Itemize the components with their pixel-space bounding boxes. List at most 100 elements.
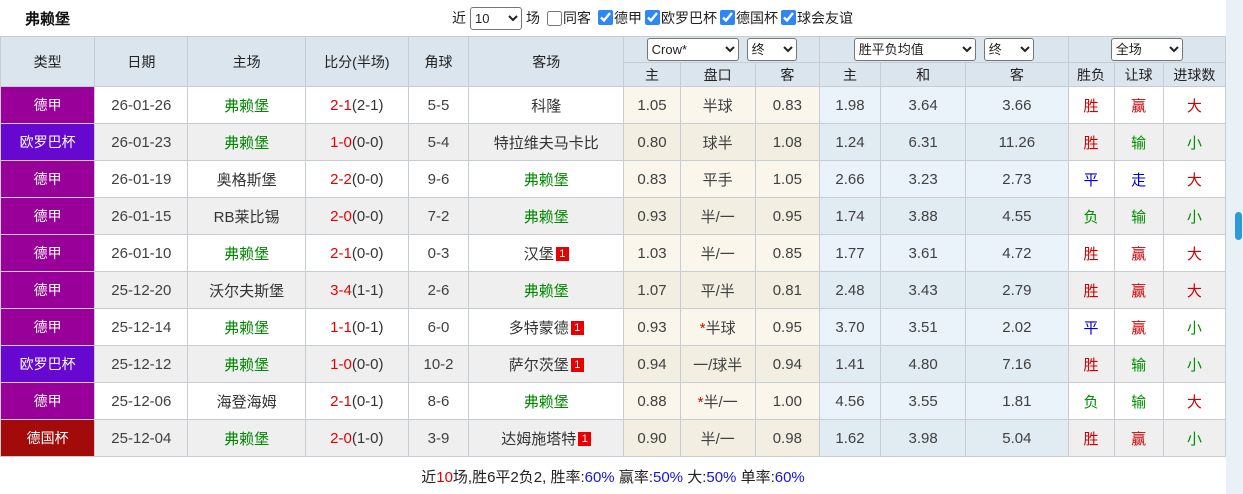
scrollbar-track[interactable]	[1226, 0, 1243, 494]
near-count-select[interactable]: 10	[470, 6, 522, 30]
away-team-link[interactable]: 弗赖堡	[523, 393, 569, 411]
table-row: 欧罗巴杯 25-12-12 弗赖堡 1-0(0-0) 10-2 萨尔茨堡 1 0.94 一/球半…	[0, 345, 1227, 383]
odds-home-cell: 1.07	[623, 271, 681, 309]
outcome-cell: 平	[1067, 160, 1115, 198]
halftime-score: (0-1)	[351, 392, 384, 410]
avg-away-cell: 3.66	[965, 86, 1069, 124]
home-team-link[interactable]: 弗赖堡	[224, 319, 270, 337]
table-row: 德甲 26-01-10 弗赖堡 2-1(0-0) 0-3 汉堡 1 1.03 半/一 0.85 1.…	[0, 234, 1227, 272]
handicap-value: 平手	[702, 171, 733, 189]
avg-type-select[interactable]: 胜平负均值	[853, 38, 976, 61]
handicap-value: 半/一	[703, 393, 738, 411]
avg-time-select[interactable]: 终	[983, 38, 1034, 61]
col-away-header: 客场	[468, 36, 625, 87]
outcome-cell: 负	[1067, 197, 1115, 235]
bookmaker-select[interactable]: Crow*	[646, 38, 739, 61]
league-filters: 德甲 欧罗巴杯 德国杯 球会友谊	[595, 8, 853, 29]
match-history-table: 类型 日期 主场 比分(半场) 角球 客场 Crow* 终	[0, 36, 1227, 457]
league-filter[interactable]: 欧罗巴杯	[642, 8, 717, 28]
col-avg-away-header: 客	[965, 62, 1069, 87]
score-cell: 1-0(0-0)	[304, 345, 409, 383]
fulltime-score: 2-2	[330, 170, 352, 188]
col-handicap-result-header: 让球	[1113, 62, 1164, 87]
rank-badge: 1	[555, 246, 569, 261]
league-filter[interactable]: 德甲	[595, 8, 642, 28]
home-team-link[interactable]: 弗赖堡	[224, 134, 270, 152]
home-team-link[interactable]: RB莱比锡	[213, 208, 280, 226]
away-team-link[interactable]: 弗赖堡	[523, 171, 569, 189]
odds-home-cell: 0.93	[623, 308, 681, 346]
avg-home-cell: 1.98	[818, 86, 882, 124]
avg-away-cell: 5.04	[965, 419, 1069, 457]
league-filter[interactable]: 球会友谊	[778, 8, 853, 28]
handicap-result-cell: 赢	[1113, 308, 1164, 346]
away-team-link[interactable]: 达姆施塔特	[501, 430, 577, 448]
away-team-link[interactable]: 特拉维夫马卡比	[493, 134, 599, 152]
match-table-body: 德甲 26-01-26 弗赖堡 2-1(2-1) 5-5 科隆 1.05 半球 0.83 1.98…	[0, 86, 1227, 457]
table-row: 德甲 26-01-15 RB莱比锡 2-0(0-0) 7-2 弗赖堡 0.93 半/一 0.95…	[0, 197, 1227, 235]
handicap-result-cell: 输	[1113, 382, 1164, 420]
league-checkbox[interactable]	[645, 10, 660, 26]
same-away-checkbox[interactable]	[547, 10, 562, 26]
score-cell: 2-1(2-1)	[304, 86, 409, 124]
league-filter[interactable]: 德国杯	[717, 8, 778, 28]
avg-draw-cell: 3.61	[880, 234, 967, 272]
league-checkbox[interactable]	[598, 10, 613, 26]
home-team-link[interactable]: 弗赖堡	[224, 97, 270, 115]
league-filter-label: 欧罗巴杯	[661, 9, 717, 26]
home-team-link[interactable]: 沃尔夫斯堡	[209, 282, 285, 300]
handicap-value: 球半	[702, 134, 733, 152]
table-row: 德甲 26-01-26 弗赖堡 2-1(2-1) 5-5 科隆 1.05 半球 0.83 1.98…	[0, 86, 1227, 124]
rank-badge: 1	[570, 357, 584, 372]
league-filter-label: 德国杯	[736, 9, 778, 26]
score-cell: 2-1(0-1)	[304, 382, 409, 420]
handicap-cell: 半球	[679, 86, 756, 124]
summary-part: 50%	[706, 468, 737, 486]
away-team-cell: 弗赖堡	[468, 382, 625, 420]
league-checkbox[interactable]	[720, 10, 735, 26]
col-avg-draw-header: 和	[880, 62, 967, 87]
league-checkbox[interactable]	[781, 10, 796, 26]
corner-cell: 5-4	[407, 123, 470, 161]
handicap-result-cell: 赢	[1113, 86, 1164, 124]
avg-draw-cell: 4.80	[880, 345, 967, 383]
corner-cell: 5-5	[407, 86, 470, 124]
outcome-cell: 负	[1067, 382, 1115, 420]
same-away-filter[interactable]: 同客	[544, 8, 591, 28]
fulltime-score: 3-4	[330, 281, 352, 299]
odds-time-select[interactable]: 终	[746, 38, 797, 61]
league-cell: 德甲	[0, 160, 96, 198]
avg-draw-cell: 3.55	[880, 382, 967, 420]
away-team-link[interactable]: 汉堡	[523, 245, 554, 263]
home-team-link[interactable]: 弗赖堡	[224, 356, 270, 374]
date-cell: 26-01-10	[94, 234, 189, 272]
score-cell: 2-0(1-0)	[304, 419, 409, 457]
avg-draw-cell: 3.23	[880, 160, 967, 198]
home-team-cell: RB莱比锡	[187, 197, 306, 235]
table-row: 德国杯 25-12-04 弗赖堡 2-0(1-0) 3-9 达姆施塔特 1 0.90 半/一 0.…	[0, 419, 1227, 457]
handicap-cell: 球半	[679, 123, 756, 161]
scrollbar-thumb[interactable]	[1235, 212, 1242, 240]
avg-home-cell: 1.41	[818, 345, 882, 383]
home-team-link[interactable]: 弗赖堡	[224, 430, 270, 448]
away-team-link[interactable]: 萨尔茨堡	[508, 356, 569, 374]
away-team-link[interactable]: 弗赖堡	[523, 208, 569, 226]
league-cell: 德国杯	[0, 419, 96, 457]
avg-away-cell: 1.81	[965, 382, 1069, 420]
goals-result-cell: 大	[1162, 160, 1227, 198]
corner-cell: 10-2	[407, 345, 470, 383]
odds-away-cell: 0.83	[754, 86, 820, 124]
away-team-link[interactable]: 科隆	[531, 97, 562, 115]
home-team-link[interactable]: 奥格斯堡	[216, 171, 277, 189]
home-team-link[interactable]: 海登海姆	[216, 393, 277, 411]
handicap-cell: 半/一	[679, 234, 756, 272]
corner-cell: 2-6	[407, 271, 470, 309]
same-away-label: 同客	[563, 10, 591, 26]
halftime-score: (1-0)	[351, 429, 384, 447]
home-team-link[interactable]: 弗赖堡	[224, 245, 270, 263]
away-team-cell: 科隆	[468, 86, 625, 124]
scope-select[interactable]: 全场	[1110, 38, 1183, 61]
away-team-link[interactable]: 弗赖堡	[523, 282, 569, 300]
away-team-link[interactable]: 多特蒙德	[508, 319, 569, 337]
fulltime-score: 2-1	[330, 244, 352, 262]
